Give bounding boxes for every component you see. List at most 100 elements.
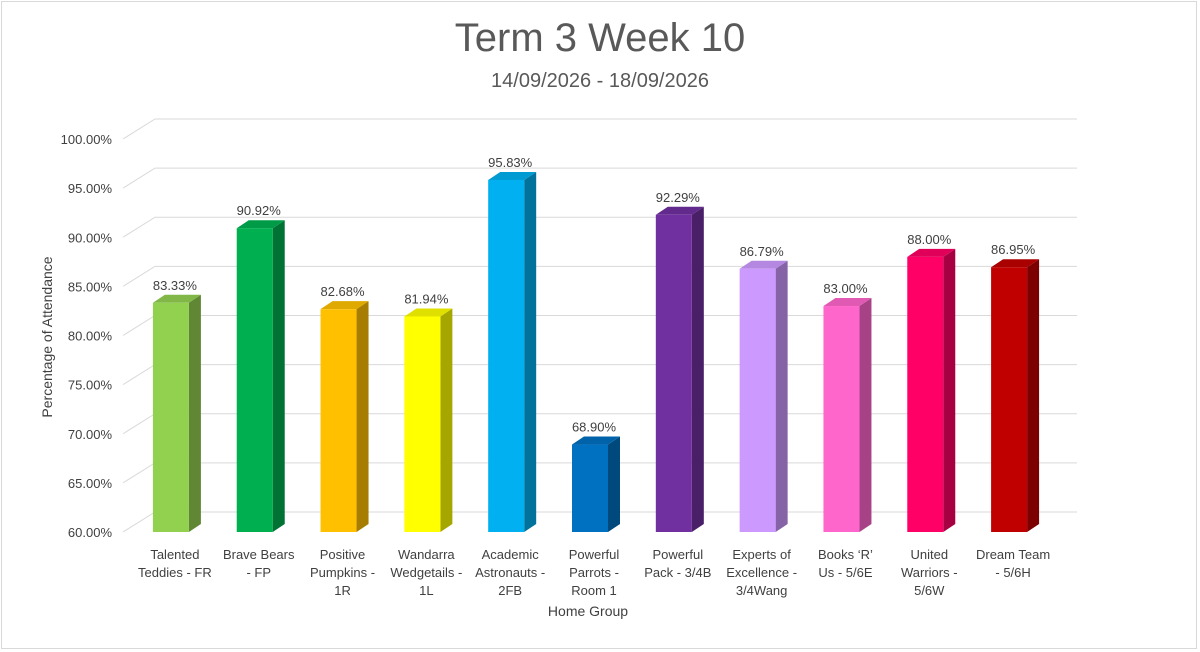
bar-top (823, 298, 872, 307)
x-tick-label: Books ‘R’ Us - 5/6E (818, 547, 873, 580)
bar-top (655, 206, 704, 215)
x-tick-label-line: Powerful (653, 547, 704, 562)
y-tick-label: 70.00% (68, 427, 113, 442)
x-tick-label-line: Room 1 (571, 583, 617, 598)
bar-front (488, 179, 525, 532)
x-tick-label-line: Wedgetails - (390, 565, 462, 580)
bar (907, 248, 956, 532)
bar-top (152, 294, 201, 303)
gridline (122, 118, 1077, 140)
value-label: 95.83% (488, 155, 533, 170)
bars (152, 171, 1040, 533)
chart-title: Term 3 Week 10 (454, 16, 746, 60)
x-tick-label: Experts of Excellence - 3/4Wang (726, 547, 797, 598)
value-label: 68.90% (572, 420, 617, 435)
x-tick-label-line: Positive (320, 547, 366, 562)
bar-front (991, 267, 1028, 532)
chart-subtitle: 14/09/2026 - 18/09/2026 (491, 70, 709, 92)
x-tick-label-line: Powerful (569, 547, 620, 562)
bar-front (655, 214, 692, 533)
bar-top (572, 436, 620, 445)
value-label: 88.00% (907, 232, 952, 247)
x-tick-label-line: Us - 5/6E (818, 565, 873, 580)
y-tick-label: 80.00% (68, 329, 113, 344)
bar-top (488, 171, 537, 180)
bar-front (320, 309, 357, 532)
x-tick-label: Powerful Parrots - Room 1 (569, 547, 620, 598)
value-label: 83.00% (823, 281, 868, 296)
bar (739, 260, 788, 532)
bar-side (608, 436, 620, 532)
gridline (122, 167, 1077, 189)
value-label: 92.29% (656, 190, 701, 205)
value-label: 86.95% (991, 242, 1036, 257)
bar-top (320, 301, 369, 310)
x-tick-label-line: 2FB (498, 583, 522, 598)
y-tick-label: 95.00% (68, 181, 113, 196)
value-label: 83.33% (153, 278, 198, 293)
bar-front (572, 444, 608, 532)
x-tick-label-line: Brave Bears (223, 547, 295, 562)
value-label: 86.79% (740, 244, 785, 259)
y-tick-label: 85.00% (68, 279, 113, 294)
x-tick-label-line: Pack - 3/4B (644, 565, 711, 580)
bar (236, 220, 285, 532)
bar-front (404, 316, 441, 532)
x-axis-label: Home Group (548, 603, 628, 619)
bar-front (152, 302, 189, 532)
bar-side (356, 301, 369, 532)
value-label: 81.94% (404, 291, 449, 306)
x-tick-label-line: - FP (246, 565, 271, 580)
x-tick-label-line: Warriors - (901, 565, 958, 580)
x-tick-label-line: Pumpkins - (310, 565, 375, 580)
y-axis-label: Percentage of Attendance (39, 256, 55, 417)
y-tick-label: 90.00% (68, 230, 113, 245)
value-label: 82.68% (320, 284, 365, 299)
bar-front (739, 268, 776, 532)
x-tick-label: United Warriors - 5/6W (901, 547, 958, 598)
x-tick-label-line: Dream Team (976, 547, 1050, 562)
bar-front (823, 306, 860, 532)
x-tick-labels: Talented Teddies - FR Brave Bears - FP Posit… (138, 547, 1050, 598)
bar (823, 298, 872, 532)
x-tick-label: Wandarra Wedgetails - 1L (390, 547, 462, 598)
x-tick-label-line: - 5/6H (995, 565, 1030, 580)
bar (572, 436, 620, 532)
x-tick-label-line: Parrots - (569, 565, 619, 580)
bar-side (859, 298, 872, 532)
x-tick-label: Positive Pumpkins - 1R (310, 547, 375, 598)
bar-side (188, 294, 201, 532)
bar-top (236, 220, 285, 229)
bar-front (907, 256, 944, 532)
x-tick-label: Brave Bears - FP (223, 547, 295, 580)
bar-side (943, 248, 956, 532)
x-tick-label: Talented Teddies - FR (138, 547, 212, 580)
bar (404, 308, 453, 532)
bar-side (272, 220, 285, 532)
bar-side (440, 308, 453, 532)
x-tick-label-line: Talented (150, 547, 199, 562)
y-tick-label: 65.00% (68, 476, 113, 491)
value-labels: 83.33% 90.92% 82.68% 81.94% 95.83% 68.90% 92.2… (153, 155, 1036, 435)
bar-top (907, 248, 956, 257)
x-tick-label: Dream Team - 5/6H (976, 547, 1050, 580)
bar-side (691, 206, 704, 533)
y-tick-label: 75.00% (68, 378, 113, 393)
x-tick-label-line: Astronauts - (475, 565, 545, 580)
bar-top (991, 259, 1040, 268)
bar-top (404, 308, 453, 317)
y-tick-labels: 60.00% 65.00% 70.00% 75.00% 80.00% 85.00% 90.0… (61, 132, 113, 540)
x-tick-label-line: Academic (482, 547, 540, 562)
bar (488, 171, 537, 532)
bar (655, 206, 704, 533)
bar (152, 294, 201, 532)
gridline (122, 216, 1077, 238)
x-tick-label-line: Teddies - FR (138, 565, 212, 580)
bar-front (236, 228, 273, 532)
x-tick-label-line: Wandarra (398, 547, 455, 562)
bar (991, 259, 1040, 532)
x-tick-label-line: 1L (419, 583, 433, 598)
y-tick-label: 100.00% (61, 132, 113, 147)
bar-side (775, 260, 788, 532)
